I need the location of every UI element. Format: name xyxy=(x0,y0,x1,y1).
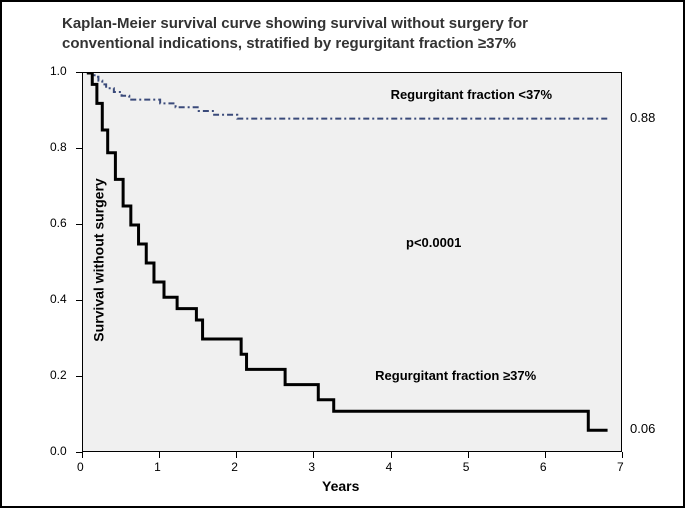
x-tick-label: 6 xyxy=(540,460,547,474)
annotation: p<0.0001 xyxy=(406,235,461,250)
x-tick xyxy=(545,452,546,458)
y-tick-label: 1.0 xyxy=(50,64,67,78)
x-tick xyxy=(82,452,83,458)
x-tick xyxy=(468,452,469,458)
x-tick-label: 1 xyxy=(154,460,161,474)
y-tick-label: 0.8 xyxy=(50,140,67,154)
x-tick xyxy=(622,452,623,458)
x-tick-label: 0 xyxy=(77,460,84,474)
x-tick-label: 7 xyxy=(617,460,624,474)
series-label: Regurgitant fraction <37% xyxy=(391,87,552,102)
x-tick xyxy=(159,452,160,458)
x-tick xyxy=(391,452,392,458)
y-tick xyxy=(76,452,82,453)
chart-title: Kaplan-Meier survival curve showing surv… xyxy=(62,14,622,53)
y-axis-label: Survival without surgery xyxy=(91,178,107,341)
y-tick xyxy=(76,148,82,149)
series-end-value: 0.06 xyxy=(630,421,655,436)
x-tick-label: 5 xyxy=(463,460,470,474)
plot-svg xyxy=(83,73,623,453)
y-tick xyxy=(76,376,82,377)
series-label: Regurgitant fraction ≥37% xyxy=(375,368,536,383)
y-tick-label: 0.4 xyxy=(50,292,67,306)
y-tick xyxy=(76,224,82,225)
y-tick xyxy=(76,300,82,301)
x-tick xyxy=(236,452,237,458)
x-tick-label: 3 xyxy=(308,460,315,474)
x-tick-label: 4 xyxy=(386,460,393,474)
y-tick-label: 0.2 xyxy=(50,368,67,382)
x-tick-label: 2 xyxy=(231,460,238,474)
y-tick-label: 0.6 xyxy=(50,216,67,230)
plot-area xyxy=(82,72,622,452)
y-tick-label: 0.0 xyxy=(50,444,67,458)
x-axis-label: Years xyxy=(322,478,359,494)
y-tick xyxy=(76,72,82,73)
chart-frame: Kaplan-Meier survival curve showing surv… xyxy=(0,0,685,508)
x-tick xyxy=(313,452,314,458)
series-end-value: 0.88 xyxy=(630,110,655,125)
